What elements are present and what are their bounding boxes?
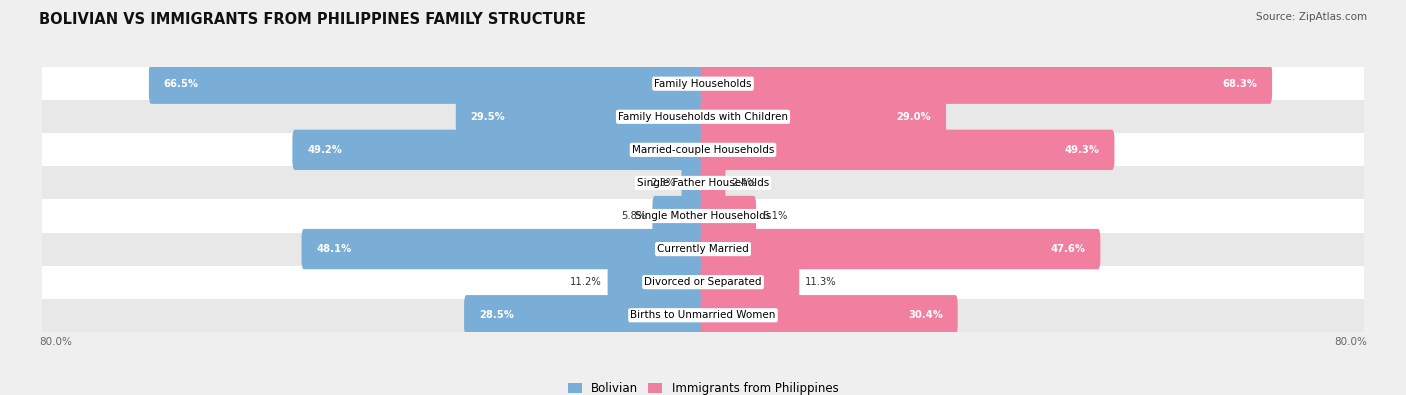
FancyBboxPatch shape	[700, 196, 756, 236]
FancyBboxPatch shape	[149, 64, 706, 104]
Bar	[42, 67, 1364, 100]
Text: 48.1%: 48.1%	[316, 244, 352, 254]
Text: 6.1%: 6.1%	[762, 211, 787, 221]
Text: 5.8%: 5.8%	[621, 211, 647, 221]
FancyBboxPatch shape	[682, 163, 706, 203]
FancyBboxPatch shape	[607, 262, 706, 302]
Legend: Bolivian, Immigrants from Philippines: Bolivian, Immigrants from Philippines	[562, 378, 844, 395]
Text: Single Father Households: Single Father Households	[637, 178, 769, 188]
Text: 49.3%: 49.3%	[1064, 145, 1099, 155]
FancyBboxPatch shape	[700, 262, 799, 302]
Text: Single Mother Households: Single Mother Households	[636, 211, 770, 221]
Text: 2.3%: 2.3%	[651, 178, 676, 188]
Text: 11.2%: 11.2%	[569, 277, 602, 287]
FancyBboxPatch shape	[652, 196, 706, 236]
Text: Divorced or Separated: Divorced or Separated	[644, 277, 762, 287]
Text: Source: ZipAtlas.com: Source: ZipAtlas.com	[1256, 12, 1367, 22]
FancyBboxPatch shape	[464, 295, 706, 335]
Text: Married-couple Households: Married-couple Households	[631, 145, 775, 155]
Bar	[42, 199, 1364, 233]
FancyBboxPatch shape	[700, 295, 957, 335]
Text: 80.0%: 80.0%	[1334, 337, 1367, 347]
Bar	[42, 134, 1364, 166]
Text: Family Households: Family Households	[654, 79, 752, 89]
FancyBboxPatch shape	[700, 97, 946, 137]
FancyBboxPatch shape	[301, 229, 706, 269]
Text: 29.0%: 29.0%	[897, 112, 931, 122]
FancyBboxPatch shape	[700, 130, 1115, 170]
FancyBboxPatch shape	[700, 163, 725, 203]
Text: Currently Married: Currently Married	[657, 244, 749, 254]
Text: 49.2%: 49.2%	[308, 145, 342, 155]
Bar	[42, 233, 1364, 265]
Text: 68.3%: 68.3%	[1222, 79, 1257, 89]
FancyBboxPatch shape	[700, 229, 1101, 269]
FancyBboxPatch shape	[700, 64, 1272, 104]
Text: 29.5%: 29.5%	[471, 112, 506, 122]
Text: 28.5%: 28.5%	[479, 310, 515, 320]
Bar	[42, 299, 1364, 332]
Text: 66.5%: 66.5%	[163, 79, 198, 89]
Text: Family Households with Children: Family Households with Children	[619, 112, 787, 122]
Bar	[42, 166, 1364, 199]
Text: Births to Unmarried Women: Births to Unmarried Women	[630, 310, 776, 320]
Text: 2.4%: 2.4%	[731, 178, 756, 188]
Text: BOLIVIAN VS IMMIGRANTS FROM PHILIPPINES FAMILY STRUCTURE: BOLIVIAN VS IMMIGRANTS FROM PHILIPPINES …	[39, 12, 586, 27]
FancyBboxPatch shape	[292, 130, 706, 170]
Bar	[42, 100, 1364, 134]
Text: 47.6%: 47.6%	[1050, 244, 1085, 254]
Bar	[42, 265, 1364, 299]
Text: 11.3%: 11.3%	[806, 277, 837, 287]
Text: 30.4%: 30.4%	[908, 310, 943, 320]
FancyBboxPatch shape	[456, 97, 706, 137]
Text: 80.0%: 80.0%	[39, 337, 72, 347]
